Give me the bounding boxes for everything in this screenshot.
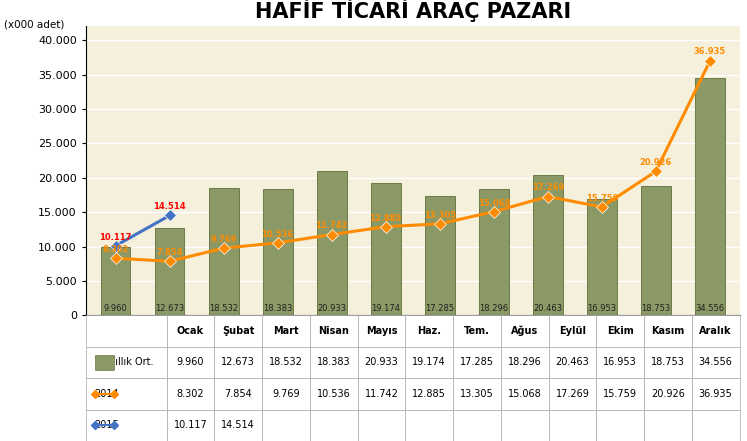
Bar xyxy=(371,183,400,315)
Text: 8.302: 8.302 xyxy=(102,245,128,254)
Bar xyxy=(209,188,238,315)
Text: 10.536: 10.536 xyxy=(261,230,294,239)
Title: HAFİF TİCARİ ARAÇ PAZARI: HAFİF TİCARİ ARAÇ PAZARI xyxy=(255,0,571,22)
Bar xyxy=(263,189,293,315)
Text: 18.753: 18.753 xyxy=(641,304,670,313)
Bar xyxy=(425,196,455,315)
Bar xyxy=(695,78,725,315)
Text: 9.960: 9.960 xyxy=(104,304,128,313)
Text: 13.305: 13.305 xyxy=(424,211,456,220)
Text: (x000 adet): (x000 adet) xyxy=(4,20,64,30)
Bar xyxy=(155,228,185,315)
Bar xyxy=(479,190,509,315)
Text: 20.933: 20.933 xyxy=(317,304,347,313)
Text: 19.174: 19.174 xyxy=(371,304,400,313)
Text: 12.673: 12.673 xyxy=(155,304,185,313)
Text: 20.926: 20.926 xyxy=(639,158,672,167)
Bar xyxy=(641,187,671,315)
Bar xyxy=(587,199,616,315)
Text: 15.759: 15.759 xyxy=(586,194,618,203)
Bar xyxy=(101,247,131,315)
Text: 10.117: 10.117 xyxy=(99,232,131,242)
Text: 34.556: 34.556 xyxy=(695,304,725,313)
Text: 7.854: 7.854 xyxy=(156,248,183,257)
Text: 14.514: 14.514 xyxy=(153,202,186,211)
Text: 18.383: 18.383 xyxy=(263,304,292,313)
Text: 15.068: 15.068 xyxy=(477,198,510,208)
Text: 18.532: 18.532 xyxy=(209,304,238,313)
Text: 16.953: 16.953 xyxy=(587,304,616,313)
Text: 20.463: 20.463 xyxy=(533,304,562,313)
Text: 12.885: 12.885 xyxy=(370,213,402,223)
Text: 17.285: 17.285 xyxy=(425,304,454,313)
Text: 9.769: 9.769 xyxy=(211,235,237,244)
Text: 36.935: 36.935 xyxy=(694,48,726,56)
Text: 18.296: 18.296 xyxy=(479,304,508,313)
Text: 17.269: 17.269 xyxy=(532,183,564,192)
Text: 11.742: 11.742 xyxy=(315,221,348,231)
Bar xyxy=(317,172,347,315)
Bar xyxy=(533,175,562,315)
